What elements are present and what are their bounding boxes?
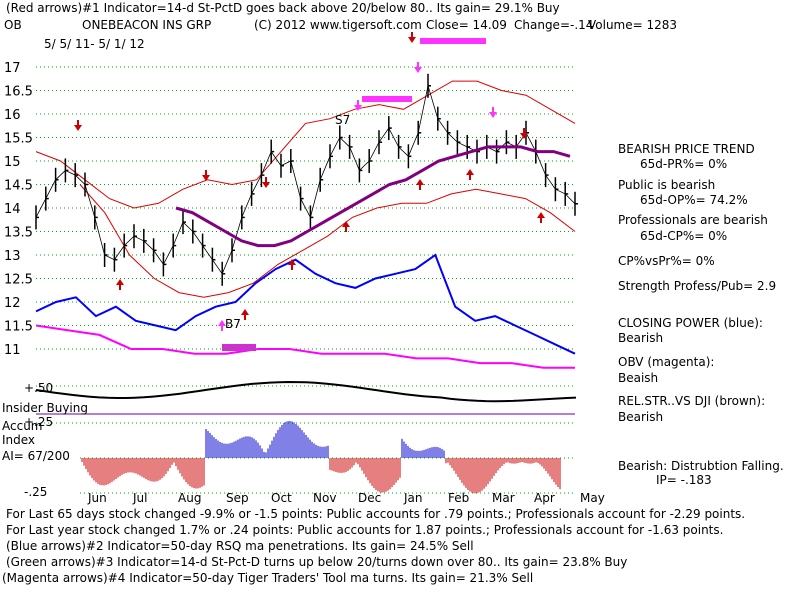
accum-index-bars — [81, 420, 561, 494]
header-volume: Volume= 1283 — [588, 18, 678, 32]
ai-value: AI= 67/200 — [2, 449, 70, 463]
public-title: Public is bearish — [618, 178, 716, 192]
annotation-label: B7 — [225, 317, 241, 331]
signal-arrow-head — [489, 112, 497, 118]
footer-line5: (Magenta arrows)#4 Indicator=50-day Tige… — [2, 571, 534, 585]
header-copyright: (C) 2012 www.tigersoft.com — [254, 18, 422, 32]
magenta-cluster — [222, 344, 256, 351]
signal-arrow-head — [288, 259, 296, 265]
series-lines — [35, 73, 578, 403]
signal-arrow-head — [354, 105, 362, 111]
signal-arrow-head — [408, 37, 416, 43]
closing-power-line — [35, 253, 576, 355]
annotation-label: S7 — [335, 113, 350, 127]
y-tick-label: 12.5 — [4, 273, 33, 288]
footer-line1: For Last 65 days stock changed -9.9% or … — [6, 507, 746, 521]
header-line1: (Red arrows)#1 Indicator=14-d St-PctD go… — [6, 1, 560, 15]
x-tick-label: Feb — [448, 491, 469, 505]
ma50-line — [175, 145, 571, 248]
ip-line2: IP= -.183 — [656, 473, 712, 487]
gridlines — [36, 66, 575, 494]
y-tick-label: 12 — [4, 296, 21, 311]
op-value: 65d-OP%= 74.2% — [640, 193, 748, 207]
signal-arrow-head — [342, 221, 350, 227]
ip-line1: Bearish: Distrubtion Falling. — [618, 459, 784, 473]
x-tick-label: Dec — [358, 491, 381, 505]
relstr-value: Bearish — [618, 410, 664, 424]
relstr-title: REL.STR..VS DJI (brown): — [618, 394, 766, 408]
signal-arrow-head — [262, 182, 270, 188]
signal-arrow-head — [466, 169, 474, 175]
signal-arrow-head — [537, 212, 545, 218]
closing-power-title: CLOSING POWER (blue): — [618, 316, 763, 330]
accum-label: Accum — [2, 419, 43, 433]
x-tick-label: Oct — [271, 491, 292, 505]
cp-value: 65d-CP%= 0% — [640, 229, 728, 243]
signal-arrow-head — [416, 179, 424, 185]
strength-value: Strength Profess/Pub= 2.9 — [618, 279, 777, 293]
header-symbol: OB — [4, 18, 22, 32]
pr-value: 65d-PR%= 0% — [640, 157, 728, 171]
header-company: ONEBEACON INS GRP — [82, 18, 212, 32]
y-tick-label: 15 — [4, 155, 21, 170]
signal-markers: S7 B7 — [74, 32, 545, 351]
x-tick-label: Jun — [87, 491, 107, 505]
x-tick-label: Mar — [492, 491, 515, 505]
x-tick-label: Aug — [178, 491, 201, 505]
axis-ticks: 17 16.5 16 15.5 15 14.5 14 13.5 13 12.5 12 11.5 11 Ju… — [4, 61, 605, 505]
x-tick-label: May — [580, 491, 605, 505]
y-tick-label: 11.5 — [4, 320, 33, 335]
signal-arrow-head — [116, 279, 124, 285]
y-tick-label: 16.5 — [4, 85, 33, 100]
y-tick-label: 16 — [4, 108, 21, 123]
x-tick-label: Nov — [313, 491, 336, 505]
footer-line4: (Green arrows)#3 Indicator=14-d St-Pct-D… — [6, 555, 628, 569]
insider-label: Insider Buying — [2, 401, 88, 415]
header-change: Change=-.14 — [514, 18, 594, 32]
ai-minus25: -.25 — [24, 485, 48, 499]
cpvspr-value: CP%vsPr%= 0% — [618, 254, 715, 268]
obv-line — [35, 324, 575, 369]
signal-arrow-head — [520, 133, 528, 139]
x-tick-label: Jul — [132, 491, 147, 505]
x-tick-label: Apr — [534, 491, 555, 505]
magenta-cluster — [362, 96, 412, 102]
rel-str-line — [35, 380, 577, 403]
y-tick-label: 14 — [4, 202, 21, 217]
band-upper-line — [35, 80, 576, 209]
ai-plus25: +.25 — [24, 415, 54, 429]
y-tick-label: 15.5 — [4, 132, 33, 147]
signal-arrow-head — [74, 125, 82, 131]
y-tick-label: 17 — [4, 61, 21, 76]
footer-line3: (Blue arrows)#2 Indicator=50-day RSQ ma … — [6, 539, 474, 553]
trend-title: BEARISH PRICE TREND — [618, 142, 755, 156]
signal-arrow-head — [202, 175, 210, 181]
y-tick-label: 13 — [4, 249, 21, 264]
signal-arrow-head — [218, 320, 226, 326]
x-tick-label: Jan — [403, 491, 423, 505]
band-lower-line — [79, 184, 576, 298]
signal-arrow-head — [241, 309, 249, 315]
header-close: Close= 14.09 — [426, 18, 507, 32]
obv-title: OBV (magenta): — [618, 355, 715, 369]
pro-title: Professionals are bearish — [618, 213, 768, 227]
x-tick-label: Sep — [226, 491, 249, 505]
y-tick-label: 13.5 — [4, 226, 33, 241]
obv-value: Beaish — [618, 371, 659, 385]
ai-plus50: +.50 — [24, 381, 54, 395]
signal-arrow-head — [414, 67, 422, 73]
index-label: Index — [2, 433, 36, 447]
y-tick-label: 11 — [4, 343, 21, 358]
header-date-range: 5/ 5/ 11- 5/ 1/ 12 — [44, 37, 145, 51]
y-tick-label: 14.5 — [4, 179, 33, 194]
magenta-cluster — [420, 38, 486, 44]
closing-power-value: Bearish — [618, 331, 664, 345]
footer-line2: For Last year stock changed 1.7% or .24 … — [6, 523, 724, 537]
